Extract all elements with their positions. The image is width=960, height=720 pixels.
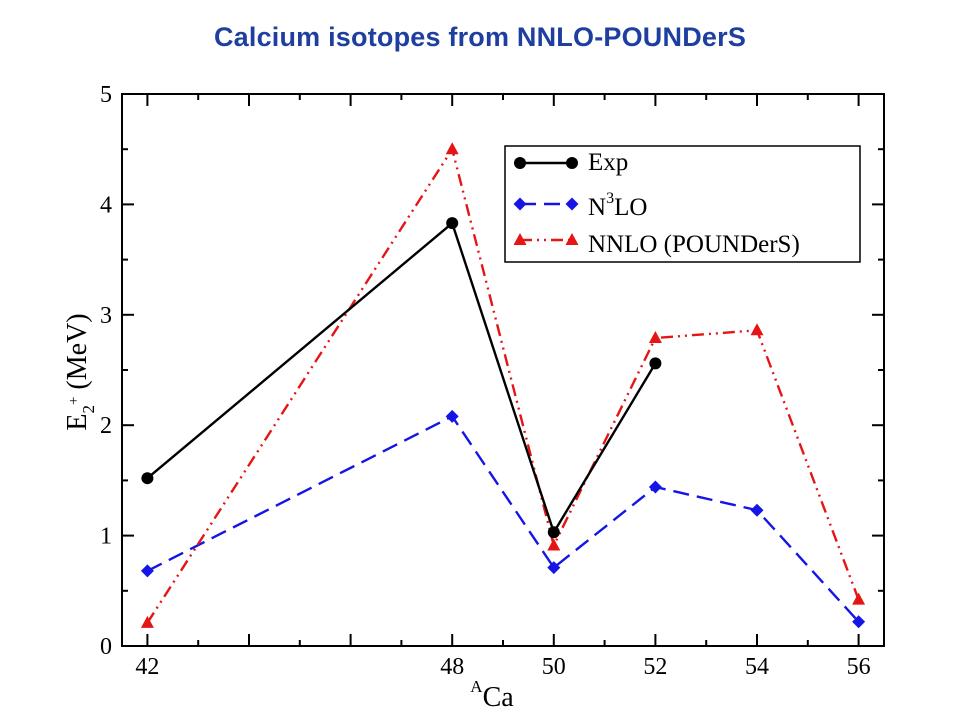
legend-label-n3lo-sup: 3 bbox=[606, 190, 614, 207]
series-0-point bbox=[141, 472, 154, 485]
y-axis-title-sub: 2 bbox=[79, 405, 98, 414]
y-axis-title: E2+ (MeV) bbox=[62, 313, 98, 430]
series-line-1 bbox=[146, 414, 860, 623]
series-1-point bbox=[852, 615, 866, 629]
y-tick-label: 0 bbox=[100, 634, 112, 660]
x-axis-title-sup: A bbox=[470, 677, 483, 696]
series-2-point bbox=[852, 592, 866, 605]
series-2-point bbox=[750, 323, 764, 336]
y-tick-label: 3 bbox=[100, 303, 112, 329]
series-2-point bbox=[547, 538, 561, 551]
legend-label-n3lo: N3LO bbox=[588, 190, 647, 221]
y-tick-label: 5 bbox=[100, 82, 112, 108]
legend-marker-0 bbox=[566, 157, 578, 169]
x-tick-label: 50 bbox=[542, 654, 566, 680]
series-0-point bbox=[649, 357, 662, 370]
legend-marker-1 bbox=[513, 197, 527, 211]
legend-marker-0 bbox=[514, 157, 526, 169]
legend-label-exp: Exp bbox=[588, 149, 628, 176]
series-line-2 bbox=[146, 146, 860, 624]
legend: Exp N3LO NNLO (POUNDerS) bbox=[504, 145, 861, 263]
legend-marker-2 bbox=[565, 233, 579, 245]
series-layer bbox=[140, 142, 866, 629]
series-1-point bbox=[648, 480, 662, 494]
x-axis-title-main: Ca bbox=[483, 682, 515, 713]
legend-label-n3lo-post: LO bbox=[614, 194, 647, 221]
series-line-0 bbox=[146, 221, 657, 536]
y-tick-label: 1 bbox=[100, 524, 112, 550]
series-1-point bbox=[547, 561, 561, 575]
legend-label-nnlo: NNLO (POUNDerS) bbox=[588, 231, 800, 258]
axis-ticks: 0 1 2 3 4 5 42 48 50 52 54 56 bbox=[100, 82, 884, 680]
x-axis-title: ACa bbox=[470, 677, 514, 713]
y-axis-title-main: E bbox=[62, 414, 93, 431]
legend-box bbox=[504, 145, 861, 263]
series-1-point bbox=[445, 409, 459, 423]
y-axis-title-unit: (MeV) bbox=[62, 313, 93, 396]
series-2-point bbox=[648, 330, 662, 343]
x-tick-label: 56 bbox=[847, 654, 871, 680]
legend-samples bbox=[513, 157, 579, 245]
series-0-point bbox=[446, 217, 459, 230]
legend-marker-1 bbox=[565, 197, 579, 211]
series-2-point bbox=[445, 142, 459, 155]
slide-title: Calcium isotopes from NNLO-POUNDerS bbox=[213, 22, 747, 52]
series-2-point bbox=[140, 615, 154, 628]
x-tick-label: 42 bbox=[135, 654, 159, 680]
series-0-point bbox=[547, 526, 560, 539]
legend-marker-2 bbox=[513, 233, 527, 245]
series-1-point bbox=[140, 564, 154, 578]
y-tick-label: 4 bbox=[100, 192, 112, 218]
x-tick-label: 48 bbox=[440, 654, 464, 680]
x-tick-label: 54 bbox=[745, 654, 769, 680]
y-axis-title-sup: + bbox=[66, 397, 82, 405]
legend-label-n3lo-pre: N bbox=[588, 194, 606, 221]
x-tick-label: 52 bbox=[643, 654, 667, 680]
y-tick-label: 2 bbox=[100, 413, 112, 439]
series-1-point bbox=[750, 503, 764, 517]
